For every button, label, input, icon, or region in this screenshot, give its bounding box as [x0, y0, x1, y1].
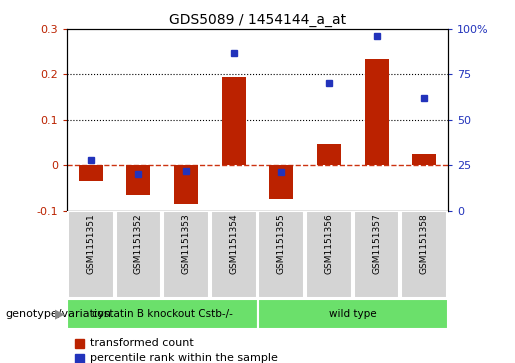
- Bar: [317, 144, 341, 165]
- Text: cystatin B knockout Cstb-/-: cystatin B knockout Cstb-/-: [92, 309, 233, 319]
- Text: GSM1151355: GSM1151355: [277, 213, 286, 274]
- Bar: [269, 165, 293, 199]
- Text: GSM1151351: GSM1151351: [87, 213, 95, 274]
- Bar: [306, 211, 352, 298]
- Text: GSM1151354: GSM1151354: [229, 213, 238, 274]
- Text: transformed count: transformed count: [90, 338, 194, 348]
- Bar: [413, 154, 436, 165]
- Text: GSM1151357: GSM1151357: [372, 213, 381, 274]
- Text: GSM1151358: GSM1151358: [420, 213, 428, 274]
- Bar: [75, 354, 84, 363]
- Text: GDS5089 / 1454144_a_at: GDS5089 / 1454144_a_at: [169, 13, 346, 27]
- Text: percentile rank within the sample: percentile rank within the sample: [90, 353, 278, 363]
- Bar: [174, 165, 198, 204]
- Bar: [68, 211, 114, 298]
- Text: wild type: wild type: [329, 309, 376, 319]
- Bar: [401, 211, 447, 298]
- Bar: [211, 211, 256, 298]
- Bar: [127, 165, 150, 195]
- Text: ▶: ▶: [55, 307, 64, 321]
- Text: genotype/variation: genotype/variation: [5, 309, 111, 319]
- Bar: [258, 299, 448, 329]
- Bar: [79, 165, 102, 181]
- Bar: [365, 58, 388, 165]
- Bar: [115, 211, 161, 298]
- Text: GSM1151352: GSM1151352: [134, 213, 143, 274]
- Bar: [222, 77, 246, 165]
- Text: GSM1151356: GSM1151356: [324, 213, 333, 274]
- Bar: [163, 211, 209, 298]
- Bar: [75, 339, 84, 348]
- Bar: [354, 211, 400, 298]
- Bar: [67, 299, 258, 329]
- Text: GSM1151353: GSM1151353: [182, 213, 191, 274]
- Bar: [259, 211, 304, 298]
